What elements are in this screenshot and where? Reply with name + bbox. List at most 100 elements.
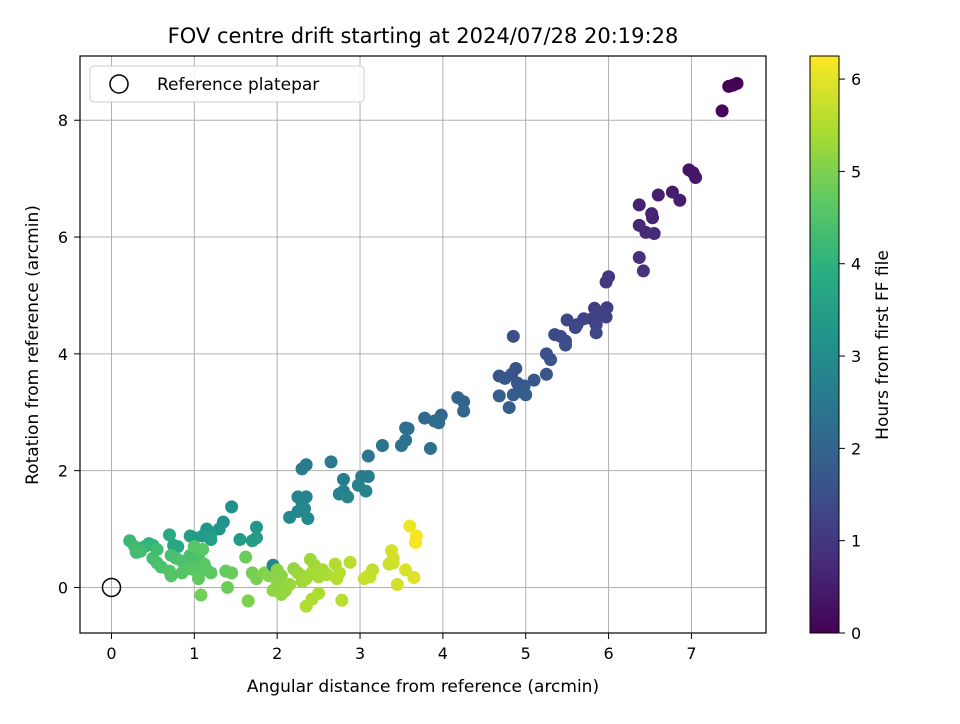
chart-title: FOV centre drift starting at 2024/07/28 … [168,24,679,48]
colorbar-tick-label: 6 [851,70,861,89]
reference-platepar-marker [101,577,122,598]
x-axis-ticks: 0 1 2 3 4 5 6 7 [106,633,697,663]
x-tick-label: 7 [686,644,696,663]
data-point [361,449,375,463]
y-axis-label: Rotation from reference (arcmin) [23,205,43,485]
data-point [423,441,437,455]
data-point [403,519,417,533]
data-points [123,76,744,613]
data-point [647,227,661,241]
data-point [418,411,432,425]
data-point [233,533,247,547]
data-point [432,416,446,430]
x-axis-label: Angular distance from reference (arcmin) [247,677,599,697]
y-tick-label: 2 [58,462,68,481]
colorbar-tick-label: 1 [851,532,861,551]
data-point [544,353,558,367]
data-point [336,472,350,486]
data-point [394,439,408,453]
data-point [636,264,650,278]
data-point [457,395,471,409]
y-axis-ticks: 0 2 4 6 8 [58,111,80,597]
data-point [283,578,297,592]
data-point [632,198,646,212]
data-point [299,572,313,586]
x-tick-label: 3 [355,644,365,663]
data-point [301,512,315,526]
data-point [225,500,239,514]
data-point [191,572,205,586]
data-point [249,520,263,534]
data-point [359,484,373,498]
colorbar-ticks: 0 1 2 3 4 5 6 [839,70,861,643]
data-point [324,455,338,469]
data-point [632,250,646,264]
data-point [599,275,613,289]
data-point [239,550,253,564]
x-tick-label: 0 [106,644,116,663]
data-point [568,321,582,335]
data-point [320,568,334,582]
data-point [385,544,399,558]
data-point [204,533,218,547]
data-point [343,555,357,569]
data-point [519,388,533,402]
data-point [651,188,665,202]
data-point [341,490,355,504]
data-point [357,572,371,586]
data-point [390,578,404,592]
legend-marker-reference [109,74,129,94]
y-tick-label: 8 [58,111,68,130]
data-point [527,373,541,387]
data-point [295,462,309,476]
colorbar-tick-label: 4 [851,255,861,274]
data-point [457,404,471,418]
data-point [375,439,389,453]
colorbar-label: Hours from first FF file [873,250,893,440]
data-point [225,566,239,580]
data-point [560,313,574,327]
data-point [506,329,520,343]
data-point [220,580,234,594]
data-point [249,531,263,545]
data-point [361,469,375,483]
data-point [129,545,143,559]
data-point [164,569,178,583]
data-point [673,193,687,207]
plot-frame [79,55,767,634]
data-point [399,563,413,577]
data-point [330,572,344,586]
x-tick-label: 6 [603,644,613,663]
x-tick-label: 4 [438,644,448,663]
data-point [299,599,313,613]
data-point [539,367,553,381]
data-point [401,422,415,436]
x-tick-label: 5 [521,644,531,663]
colorbar-tick-label: 5 [851,162,861,181]
y-tick-label: 0 [58,578,68,597]
colorbar: 0 1 2 3 4 5 6 Hours from first FF file [809,55,893,643]
colorbar-gradient [809,55,840,634]
x-tick-label: 2 [272,644,282,663]
data-point [492,389,506,403]
data-point [589,326,603,340]
data-point [502,401,516,415]
colorbar-tick-label: 2 [851,439,861,458]
x-tick-label: 1 [189,644,199,663]
legend-label-reference: Reference platepar [157,75,319,95]
data-point [283,510,297,524]
data-point [506,388,520,402]
data-point [599,310,613,324]
y-tick-label: 6 [58,228,68,247]
data-point [183,529,197,543]
colorbar-tick-label: 0 [851,624,861,643]
data-point [689,170,703,184]
data-point [645,211,659,225]
data-point [196,542,210,556]
data-point [241,594,255,608]
data-point [559,338,573,352]
colorbar-tick-label: 3 [851,347,861,366]
legend: Reference platepar [89,65,365,103]
data-point [409,535,423,549]
